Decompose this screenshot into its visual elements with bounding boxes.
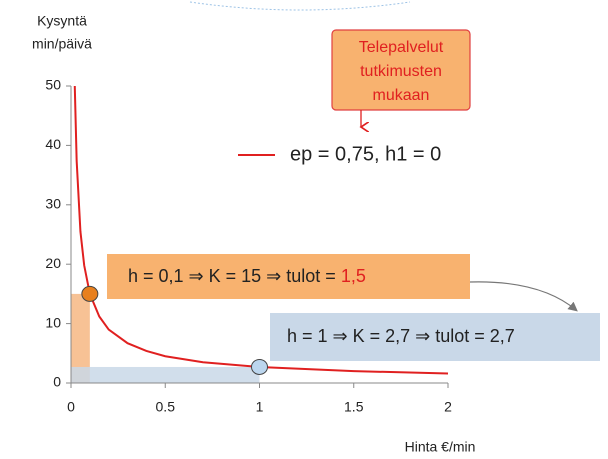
x-tick-label: 1	[256, 399, 264, 415]
y-tick-label: 40	[45, 136, 61, 152]
annotation-arrow	[469, 281, 578, 312]
decoration	[189, 1, 411, 11]
legend-label: ep = 0,75, h1 = 0	[290, 143, 441, 165]
y-tick-label: 0	[53, 374, 61, 390]
area-rect	[71, 293, 90, 383]
callout-text: Telepalvelut	[359, 39, 444, 56]
x-tick-label: 1.5	[344, 399, 364, 415]
x-tick-label: 0	[67, 399, 75, 415]
y-tick-label: 20	[45, 255, 61, 271]
annotation-text: h = 1 ⇒ K = 2,7 ⇒ tulot = 2,7	[287, 326, 515, 346]
annotation-highlight: 1,5	[341, 266, 366, 286]
point	[81, 285, 99, 302]
y-tick-label: 10	[45, 314, 61, 330]
annotation-box	[270, 313, 600, 361]
line	[73, 85, 449, 375]
y-tick-label: 50	[45, 77, 61, 93]
x-tick-label: 0.5	[156, 399, 176, 415]
y-tick-label: 30	[45, 196, 61, 212]
x-label: Hinta €/min	[405, 439, 476, 455]
area-rect	[71, 366, 260, 383]
annotation-text: h = 0,1 ⇒ K = 15 ⇒ tulot = 1,5	[128, 266, 366, 286]
callout-box	[331, 29, 471, 111]
y-label: min/päivä	[32, 36, 92, 52]
callout-text: mukaan	[373, 87, 430, 104]
callout-text: tutkimusten	[360, 63, 442, 80]
y-label: Kysyntä	[37, 13, 87, 29]
annotation-text: h = 0,1 ⇒ K = 15 ⇒ tulot =	[128, 266, 336, 286]
x-tick-label: 2	[444, 399, 452, 415]
annotation-box	[107, 254, 470, 299]
point	[251, 358, 268, 375]
